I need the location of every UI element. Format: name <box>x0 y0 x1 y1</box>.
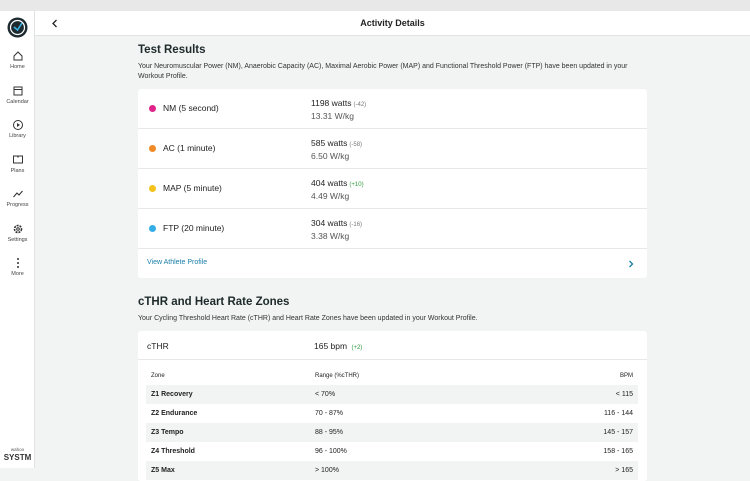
nav-icon <box>13 51 22 61</box>
cell: Z3 Tempo <box>151 429 184 436</box>
cell: > 100% <box>315 467 339 474</box>
nav-label: Plans <box>10 167 25 174</box>
cell: Z2 Endurance <box>151 410 198 417</box>
zone-row: Z4 Threshold 96 - 100% 158 - 165 <box>146 442 638 461</box>
cthr-value: 165 bpm (+2) <box>314 341 362 351</box>
result-sub: 3.38 W/kg <box>311 231 350 241</box>
cell: 88 - 95% <box>315 429 344 436</box>
profile-link-row[interactable]: View Athlete Profile <box>138 249 647 278</box>
nav-item[interactable]: Library <box>0 118 35 139</box>
nav-label: Progress <box>6 202 29 208</box>
color-dot <box>149 185 156 192</box>
cell: 158 - 165 <box>603 448 633 455</box>
nav-item[interactable]: Plans <box>0 153 35 174</box>
value: 404 watts <box>311 178 348 188</box>
nav-icon <box>12 190 23 198</box>
zone-row: Z1 Recovery < 70% < 115 <box>146 385 638 404</box>
color-dot <box>149 105 156 112</box>
value: 585 watts <box>311 138 348 148</box>
section-description: Your Cycling Threshold Heart Rate (cTHR)… <box>138 315 478 322</box>
delta: (+10) <box>349 182 364 188</box>
nav-label: Settings <box>7 236 28 243</box>
chevron <box>629 260 634 268</box>
result-sub: 13.31 W/kg <box>311 111 354 121</box>
nav-item[interactable]: Calendar <box>0 84 35 105</box>
zone-row: Z2 Endurance 70 - 87% 116 - 144 <box>146 404 638 423</box>
result-sub: 6.50 W/kg <box>311 151 350 161</box>
cell: < 115 <box>615 391 633 398</box>
back-button[interactable] <box>51 19 59 28</box>
result-row: FTP (20 minute) 304 watts (-16) 3.38 W/kg <box>138 209 647 249</box>
window-bar <box>0 0 750 11</box>
nav-label: Library <box>9 133 26 139</box>
sidebar: wahoo SYSTM Home Calendar Library Plans Prog… <box>0 11 35 468</box>
nav-item[interactable]: Settings <box>0 222 35 243</box>
result-value: 585 watts (-58) <box>311 138 362 148</box>
nav-label: Calendar <box>6 98 29 105</box>
profile-link[interactable]: View Athlete Profile <box>147 259 208 266</box>
cell: 96 - 100% <box>315 448 347 455</box>
color-dot <box>149 225 156 232</box>
cell: Z1 Recovery <box>151 391 193 398</box>
cthr-label: cTHR <box>147 341 169 351</box>
brand-small: wahoo <box>10 447 25 452</box>
section-title: cTHR and Heart Rate Zones <box>138 296 290 308</box>
cell: > 165 <box>615 467 633 474</box>
cell: Zone <box>151 373 165 379</box>
result-row: NM (5 second) 1198 watts (-42) 13.31 W/kg <box>138 89 647 129</box>
value: 304 watts <box>311 218 348 228</box>
delta: (-16) <box>349 222 363 228</box>
nav-icon <box>12 155 23 163</box>
nav-label: Home <box>10 64 25 70</box>
result-name: NM (5 second) <box>163 103 219 113</box>
nav-icon <box>12 120 23 130</box>
section-description: Your Neuromuscular Power (NM), Anaerobic… <box>138 63 628 80</box>
result-value: 304 watts (-16) <box>311 218 362 228</box>
table-header: Zone Range (%cTHR) BPM <box>146 367 638 386</box>
result-name: MAP (5 minute) <box>163 183 222 193</box>
nav-icon <box>13 224 22 233</box>
cell: 116 - 144 <box>603 410 633 417</box>
delta: (-42) <box>353 102 367 108</box>
zone-row: Z5 Max > 100% > 165 <box>146 461 638 480</box>
cell: < 70% <box>315 391 336 398</box>
value: 1198 watts <box>311 98 352 108</box>
value: 165 bpm <box>314 341 348 351</box>
result-row: AC (1 minute) 585 watts (-58) 6.50 W/kg <box>138 129 647 169</box>
result-sub: 4.49 W/kg <box>311 191 350 201</box>
cell: 70 - 87% <box>315 410 344 417</box>
cell: Range (%cTHR) <box>315 373 360 379</box>
logo <box>7 17 28 38</box>
result-name: FTP (20 minute) <box>163 223 225 233</box>
results-card: NM (5 second) 1198 watts (-42) 13.31 W/kg AC… <box>138 89 647 278</box>
cell: BPM <box>619 373 633 379</box>
delta: (+2) <box>351 345 363 351</box>
section-title: Test Results <box>138 44 206 56</box>
result-value: 1198 watts (-42) <box>311 98 366 108</box>
cell: Z4 Threshold <box>151 448 195 455</box>
result-value: 404 watts (+10) <box>311 178 364 188</box>
color-dot <box>149 145 156 152</box>
page-title: Activity Details <box>360 18 425 28</box>
brand: SYSTM <box>3 453 32 462</box>
cell: Z5 Max <box>151 467 175 474</box>
cell: 145 - 157 <box>603 429 633 436</box>
zone-row: Z3 Tempo 88 - 95% 145 - 157 <box>146 423 638 442</box>
nav-icon <box>13 86 22 95</box>
result-row: MAP (5 minute) 404 watts (+10) 4.49 W/kg <box>138 169 647 209</box>
header: Activity Details <box>35 11 750 36</box>
divider <box>138 359 647 360</box>
zones-card: cTHR 165 bpm (+2) Zone Range (%cTHR) BPM Z1… <box>138 331 647 481</box>
nav-label: More <box>11 271 24 277</box>
result-name: AC (1 minute) <box>163 143 216 153</box>
delta: (-58) <box>349 142 363 148</box>
nav-item[interactable]: Progress <box>0 187 35 208</box>
nav-item[interactable]: Home <box>0 49 35 70</box>
nav-item[interactable]: More <box>0 256 35 277</box>
nav-icon <box>16 258 19 268</box>
